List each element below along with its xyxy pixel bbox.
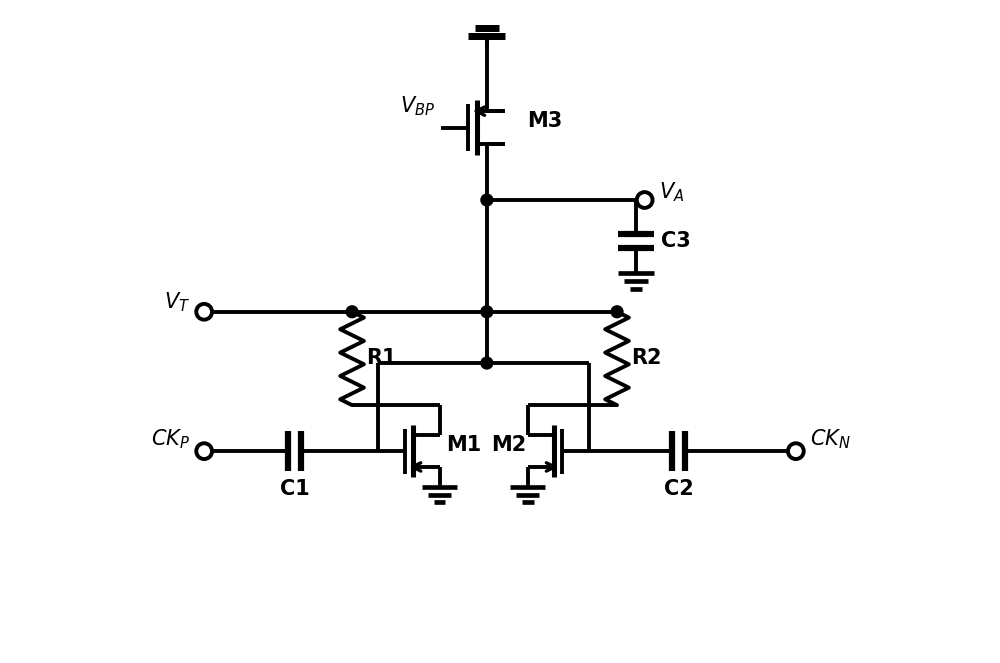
Text: R2: R2 [631,349,662,369]
Text: C1: C1 [280,479,310,499]
Text: M3: M3 [527,111,562,131]
Text: C3: C3 [661,231,691,251]
Text: $V_{BP}$: $V_{BP}$ [400,94,436,118]
Circle shape [346,306,358,318]
Text: $V_T$: $V_T$ [164,290,190,314]
Text: $V_A$: $V_A$ [659,180,684,204]
Circle shape [196,304,212,320]
Circle shape [788,444,804,459]
Text: M1: M1 [446,434,481,455]
Text: C2: C2 [664,479,694,499]
Text: R1: R1 [367,349,397,369]
Circle shape [481,357,493,369]
Circle shape [637,192,653,208]
Circle shape [481,194,493,206]
Circle shape [196,444,212,459]
Text: $CK_P$: $CK_P$ [151,428,190,451]
Circle shape [611,306,623,318]
Text: M2: M2 [491,434,527,455]
Circle shape [481,306,493,318]
Text: $CK_N$: $CK_N$ [810,428,851,451]
